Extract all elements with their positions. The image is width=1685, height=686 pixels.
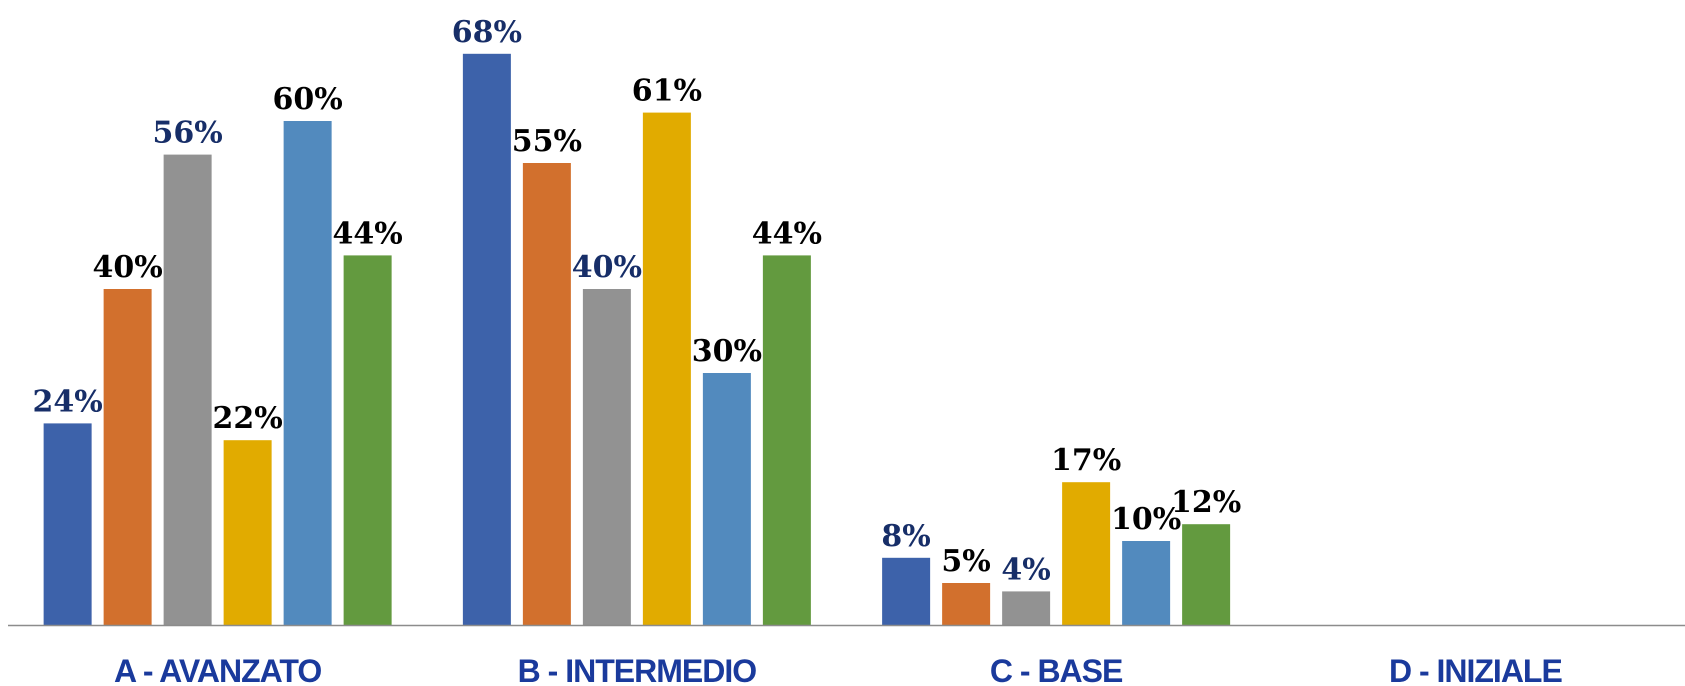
bar-1-1: [43, 423, 92, 625]
data-label-3-6: 12%: [1171, 485, 1241, 520]
bar-2-2: [522, 163, 571, 625]
bar-1-2: [103, 289, 152, 625]
bar-2-5: [702, 373, 751, 625]
category-label-3: C - BASE: [990, 653, 1123, 686]
data-label-3-2: 5%: [941, 544, 990, 579]
data-label-2-6: 44%: [752, 216, 822, 251]
data-label-2-4: 61%: [632, 74, 702, 109]
bar-3-5: [1122, 541, 1171, 625]
data-label-3-4: 17%: [1051, 443, 1121, 478]
bar-2-1: [462, 53, 511, 626]
data-labels-layer: 24% 40% 56% 22% 60% 44% 68% 55% 40% 61% 30% 44% 8% 5%…: [32, 15, 1241, 588]
bar-3-2: [942, 583, 991, 625]
data-label-3-1: 8%: [881, 519, 930, 554]
bar-1-4: [223, 440, 272, 625]
data-label-1-1: 24%: [32, 384, 102, 419]
data-label-1-2: 40%: [92, 250, 162, 285]
bars-layer: [43, 53, 1231, 626]
data-label-3-5: 10%: [1111, 502, 1181, 537]
bar-3-6: [1182, 524, 1231, 625]
data-label-2-2: 55%: [512, 124, 582, 159]
category-label-2: B - INTERMEDIO: [518, 653, 757, 686]
category-labels-layer: A - AVANZATO B - INTERMEDIO C - BASE D - IN…: [114, 653, 1563, 686]
bar-1-5: [283, 121, 332, 625]
bar-1-6: [343, 255, 392, 625]
data-label-1-6: 44%: [332, 216, 402, 251]
bar-2-6: [762, 255, 811, 625]
data-label-2-3: 40%: [572, 250, 642, 285]
data-label-1-3: 56%: [152, 116, 222, 151]
category-label-4: D - INIZIALE: [1389, 653, 1563, 686]
bar-3-1: [882, 557, 931, 625]
data-label-1-4: 22%: [212, 401, 282, 436]
bar-3-4: [1062, 482, 1111, 625]
bar-2-4: [642, 112, 691, 626]
data-label-1-5: 60%: [272, 82, 342, 117]
data-label-2-5: 30%: [692, 334, 762, 369]
category-label-1: A - AVANZATO: [114, 653, 321, 686]
data-label-2-1: 68%: [452, 15, 522, 50]
bar-2-3: [582, 289, 631, 625]
data-label-3-3: 4%: [1001, 552, 1050, 587]
bar-1-3: [163, 154, 212, 625]
bar-3-3: [1002, 591, 1051, 625]
